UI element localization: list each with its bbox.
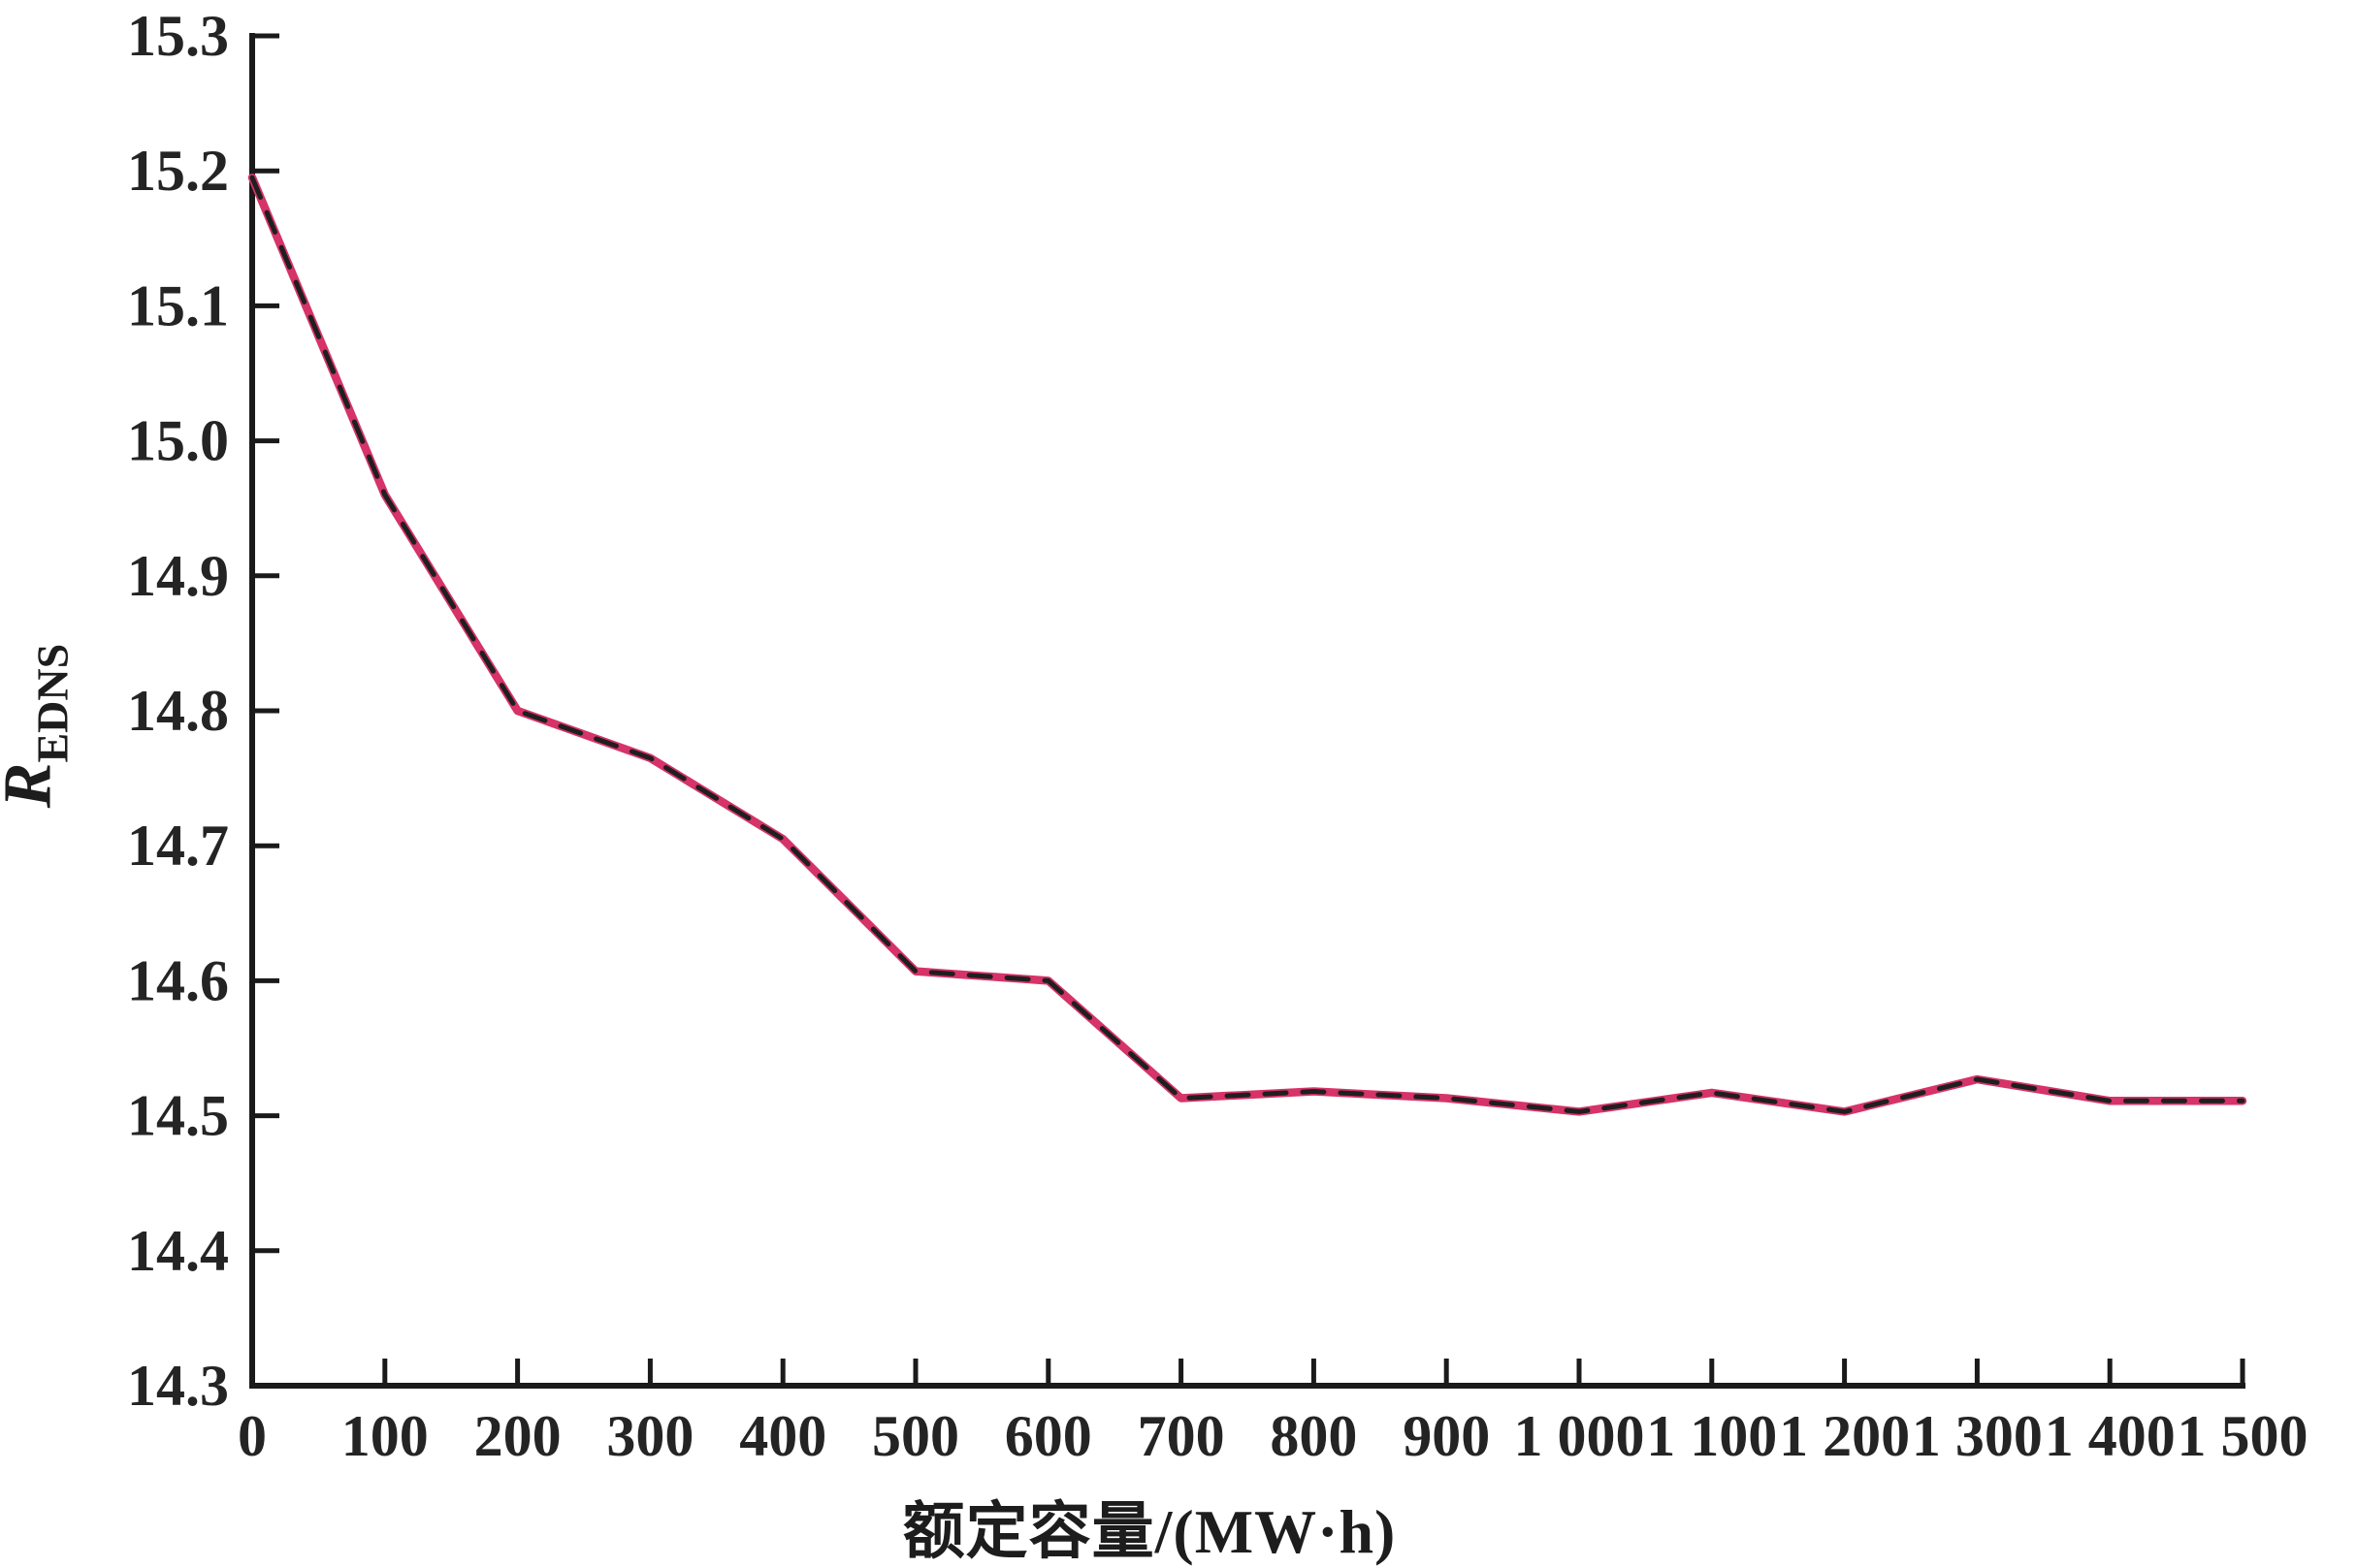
x-tick-label: 700 <box>1138 1404 1225 1468</box>
x-tick-label: 1 100 <box>1646 1404 1777 1468</box>
x-tick-label: 800 <box>1270 1404 1357 1468</box>
solid-red-line <box>247 173 2247 1116</box>
x-tick-label: 1 200 <box>1779 1404 1910 1468</box>
x-tick-label: 1 500 <box>2178 1404 2309 1468</box>
y-tick-label: 15.3 <box>127 4 229 68</box>
y-tick-label: 14.9 <box>127 544 229 608</box>
axis-lines <box>249 33 2245 1389</box>
y-axis-subscript: EDNS <box>27 643 78 763</box>
x-tick-label: 200 <box>474 1404 562 1468</box>
y-tick-label: 14.5 <box>127 1084 229 1148</box>
y-tick-label: 14.7 <box>127 814 229 878</box>
x-tick-label: 600 <box>1005 1404 1092 1468</box>
y-tick-label: 14.8 <box>127 679 229 743</box>
x-tick-label: 0 <box>238 1404 267 1468</box>
x-tick-label: 1 300 <box>1912 1404 2043 1468</box>
dashed-black-overlay-line <box>249 175 2245 1114</box>
y-axis-symbol: R <box>0 763 66 809</box>
y-axis-title: REDNS <box>0 561 79 891</box>
x-tick-label: 300 <box>606 1404 694 1468</box>
x-tick-label: 1 400 <box>2045 1404 2176 1468</box>
y-tick-label: 15.2 <box>127 139 229 203</box>
y-tick-label: 14.4 <box>127 1219 229 1283</box>
x-tick-label: 900 <box>1403 1404 1490 1468</box>
x-tick-label: 1 000 <box>1514 1404 1645 1468</box>
y-tick-label: 14.6 <box>127 948 229 1012</box>
y-tick-label: 14.3 <box>127 1354 229 1418</box>
x-tick-label: 500 <box>872 1404 959 1468</box>
y-tick-label: 15.0 <box>127 409 229 473</box>
x-tick-label: 100 <box>341 1404 429 1468</box>
y-tick-label: 15.1 <box>127 273 229 337</box>
x-tick-label: 400 <box>739 1404 826 1468</box>
x-axis-title: 额定容量/(MW·h) <box>902 1497 1397 1566</box>
